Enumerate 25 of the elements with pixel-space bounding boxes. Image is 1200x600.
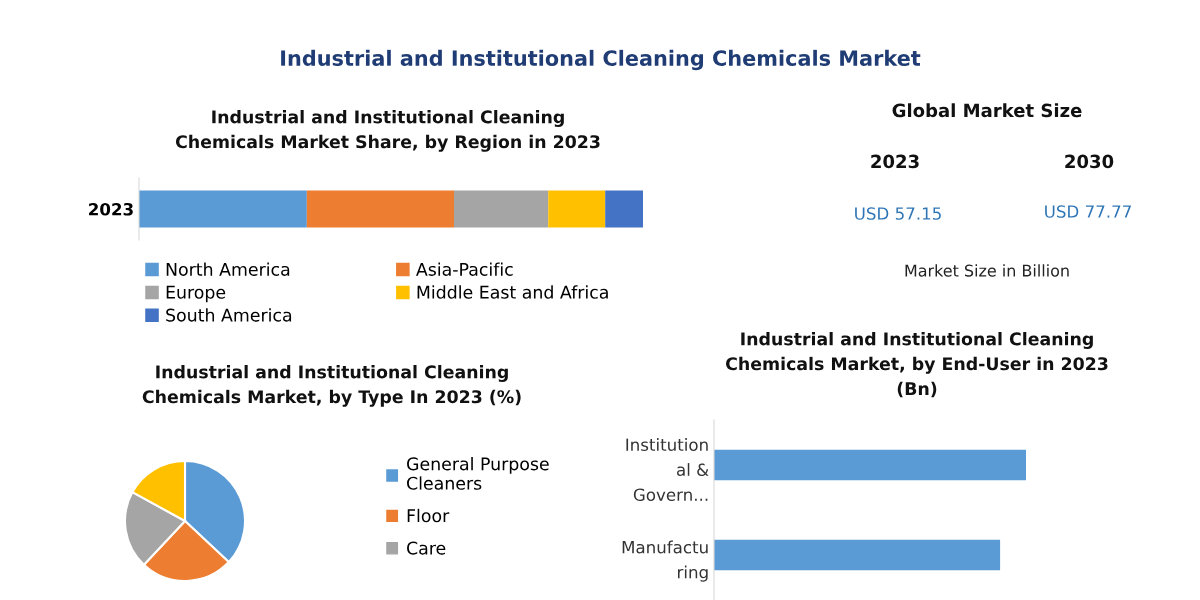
bar [548, 190, 606, 228]
legend-label: General Purpose Cleaners [407, 456, 549, 490]
y-tick-label: Institution al & Govern... [626, 438, 709, 501]
y-tick-label: Manufactu ring [622, 540, 708, 582]
legend-label: Floor [407, 508, 450, 523]
text: 2023 [89, 202, 133, 216]
bar [306, 190, 454, 228]
bar [454, 190, 549, 228]
bar [139, 190, 307, 228]
text: 2030 [1065, 154, 1114, 169]
legend-label: North America [166, 262, 290, 276]
chart-title: Industrial and Institutional Cleaning Chemicals Market, by Type In 2023 (%) [142, 365, 521, 407]
text: Industrial and Institutional Cleaning Chemicals Market Share, by Region in 2023 [175, 110, 600, 152]
text: Global Market Size [892, 103, 1082, 118]
text: Market Size in Billion [905, 264, 1069, 277]
legend-label: Asia-Pacific [416, 262, 513, 276]
text: Industrial and Institutional Cleaning Chemicals Market [281, 49, 921, 71]
text: USD 77.77 [1045, 205, 1131, 218]
legend-label: Middle East and Africa [417, 285, 608, 299]
chart-title: Industrial and Institutional Cleaning Chemicals Market, by End-User in 2023 (Bn) [726, 332, 1108, 398]
bar [605, 190, 643, 228]
legend-label: Europe [166, 285, 226, 303]
text: USD 57.15 [855, 207, 941, 220]
legend-label: South America [166, 308, 292, 322]
legend-label: Care [407, 541, 446, 555]
